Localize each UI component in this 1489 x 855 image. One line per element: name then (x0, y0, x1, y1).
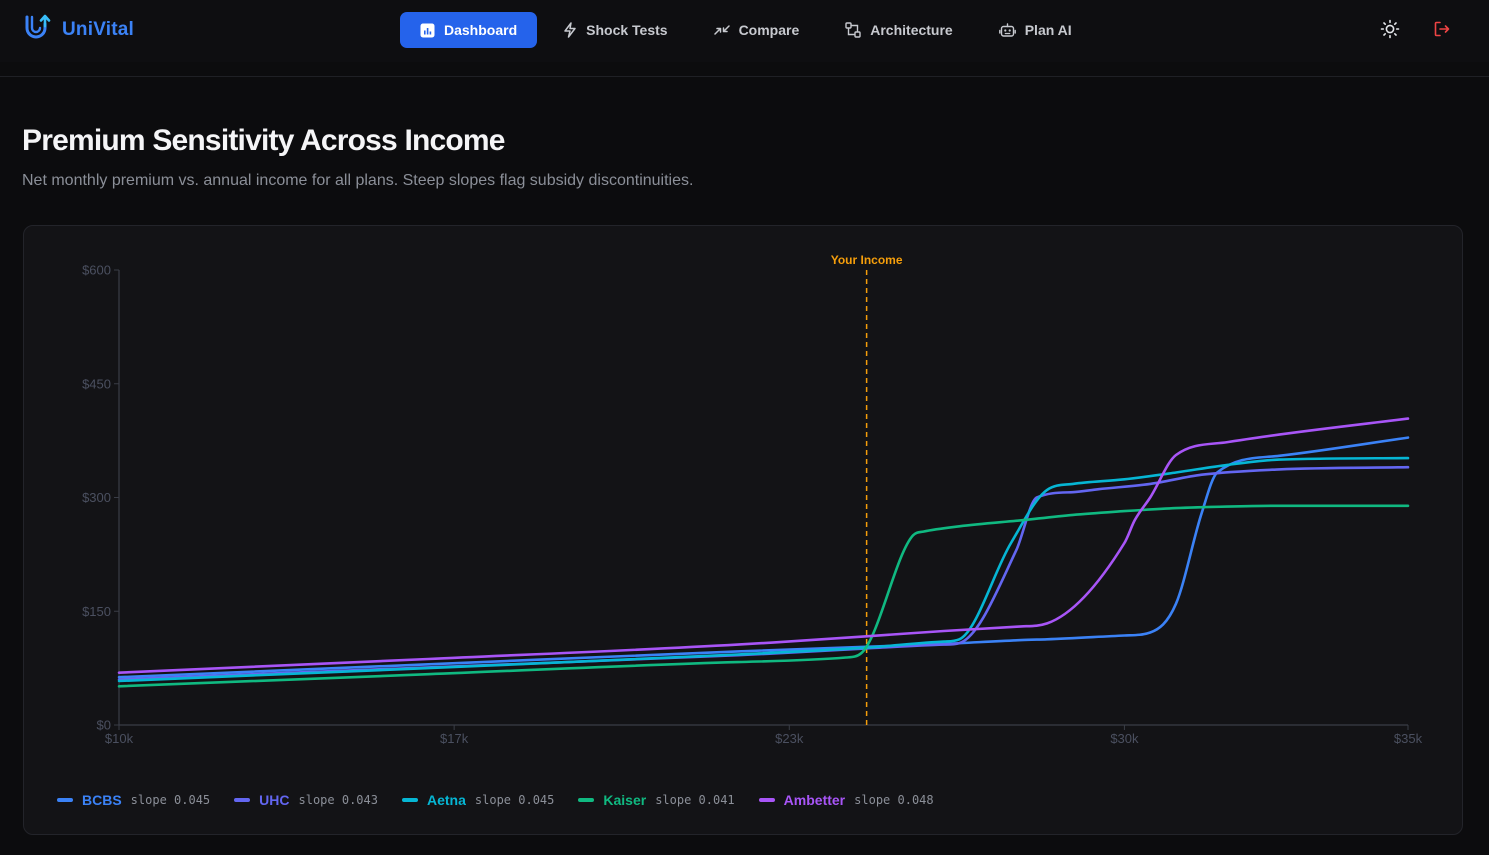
premium-income-chart: $0 $150 $300 $450 $600 $10k $17k $23k $30k $35k Y… (82, 253, 1423, 747)
income-marker: Your Income (831, 253, 903, 725)
legend-slope-value: slope 0.048 (854, 793, 934, 807)
nav-shock-tests-label: Shock Tests (586, 22, 668, 38)
legend-slope-value: slope 0.045 (130, 793, 211, 807)
nav-compare-label: Compare (738, 22, 800, 38)
brand[interactable]: UniVital (24, 14, 134, 46)
x-tick-label: $23k (775, 731, 804, 746)
legend-swatch (758, 798, 775, 802)
x-tick-label: $10k (105, 731, 134, 746)
y-tick-label: $300 (82, 490, 111, 505)
bar-chart-icon (420, 23, 435, 37)
sun-icon (1380, 19, 1400, 39)
logout-icon (1434, 21, 1450, 37)
x-tick-label: $35k (1394, 731, 1423, 746)
lightning-icon (564, 22, 576, 38)
nav-plan-ai-label: Plan AI (1024, 22, 1072, 38)
legend-series-name: Ambetter (783, 792, 846, 808)
top-navbar: UniVital Dashboard Shock Tests Compare (0, 0, 1489, 62)
legend-swatch (401, 798, 418, 802)
series-line-uhc[interactable] (117, 465, 1410, 681)
compare-arrows-icon (713, 25, 730, 35)
chart-card: $0 $150 $300 $450 $600 $10k $17k $23k $30k $35k Y… (23, 225, 1463, 835)
legend-series-name: BCBS (82, 792, 122, 808)
nav-plan-ai[interactable]: Plan AI (979, 12, 1092, 48)
nav-compare[interactable]: Compare (694, 12, 820, 48)
theme-toggle-button[interactable] (1379, 18, 1401, 40)
nav-architecture[interactable]: Architecture (825, 12, 972, 48)
x-tick-label: $17k (440, 731, 469, 746)
legend-series-name: Kaiser (603, 792, 647, 808)
legend-item-uhc[interactable]: UHC slope 0.043 (234, 792, 378, 808)
legend-slope-value: slope 0.045 (474, 793, 555, 807)
nav-architecture-label: Architecture (870, 22, 953, 38)
architecture-icon (845, 22, 861, 38)
legend-slope-value: slope 0.041 (655, 793, 735, 807)
header-divider (0, 76, 1489, 77)
y-tick-label: $600 (82, 263, 111, 278)
page-title: Premium Sensitivity Across Income (22, 124, 505, 157)
robot-icon (998, 22, 1016, 37)
legend-swatch (578, 798, 595, 802)
legend-series-name: UHC (259, 792, 290, 808)
chart-axes: $0 $150 $300 $450 $600 $10k $17k $23k $30k $35k (82, 263, 1423, 747)
series-line-aetna[interactable] (117, 456, 1410, 683)
chart-series (117, 417, 1410, 688)
legend-swatch (234, 798, 251, 802)
series-line-ambetter[interactable] (117, 417, 1410, 674)
legend-series-name: Aetna (426, 792, 466, 808)
legend-swatch (57, 798, 73, 802)
series-line-kaiser[interactable] (117, 504, 1410, 688)
legend-item-bcbs[interactable]: BCBS slope 0.045 (57, 792, 210, 808)
nav-dashboard-label: Dashboard (444, 22, 518, 38)
y-tick-label: $450 (82, 376, 111, 391)
chart-legend: BCBS slope 0.045 UHC slope 0.043 Aetna slope … (57, 791, 958, 809)
y-tick-label: $0 (97, 718, 111, 733)
brand-name: UniVital (62, 19, 134, 40)
logo-icon (24, 13, 52, 48)
legend-item-kaiser[interactable]: Kaiser slope 0.041 (578, 792, 735, 808)
nav-dashboard[interactable]: Dashboard (400, 12, 538, 48)
legend-slope-value: slope 0.043 (298, 793, 378, 807)
main-nav: Dashboard Shock Tests Compare Architectu… (400, 12, 1098, 48)
logout-button[interactable] (1431, 18, 1453, 40)
y-tick-label: $150 (82, 604, 111, 619)
page-subtitle: Net monthly premium vs. annual income fo… (22, 172, 694, 189)
legend-item-ambetter[interactable]: Ambetter slope 0.048 (758, 792, 934, 808)
x-tick-label: $30k (1110, 731, 1139, 746)
legend-item-aetna[interactable]: Aetna slope 0.045 (401, 792, 555, 808)
header-actions (1379, 18, 1453, 40)
your-income-label: Your Income (831, 253, 903, 267)
nav-shock-tests[interactable]: Shock Tests (543, 12, 687, 48)
